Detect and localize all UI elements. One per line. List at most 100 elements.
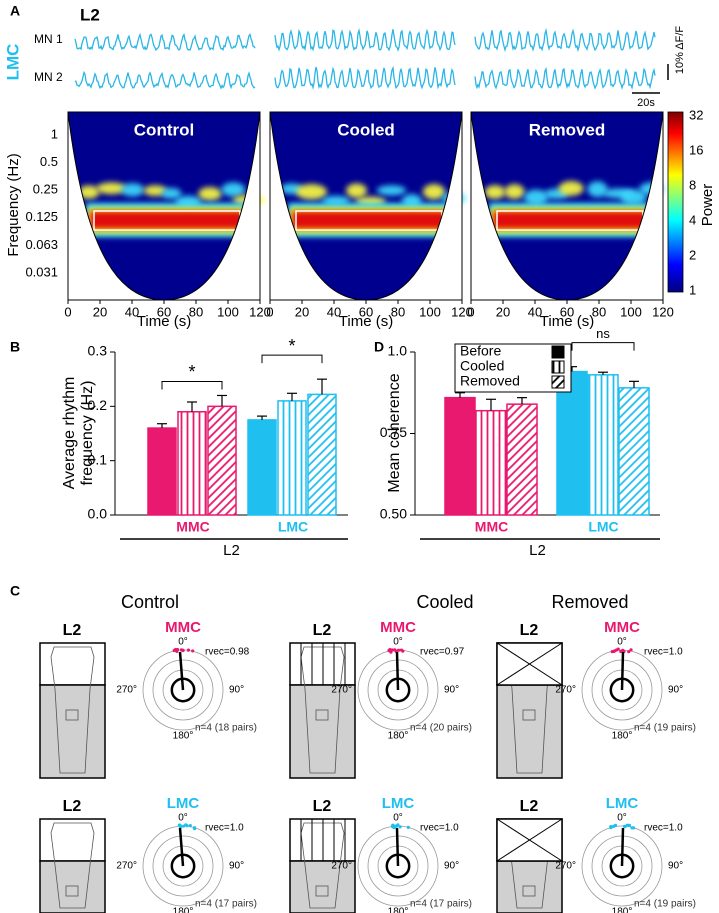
spectrogram-blob (295, 184, 328, 200)
n-label: n=4 (18 pairs) (195, 723, 257, 734)
x-tick-label: 60 (359, 304, 373, 319)
category-label: LMC (278, 519, 308, 535)
region-label: L2 (520, 798, 539, 815)
n-label: n=4 (19 pairs) (634, 899, 696, 910)
phase-dot (393, 648, 397, 652)
angle-label: 270° (331, 685, 352, 696)
region-label: L2 (63, 798, 82, 815)
phase-dot (390, 648, 394, 652)
y-tick-label: 0.3 (88, 343, 108, 359)
x-tick-label: 100 (217, 304, 239, 319)
significance-label: ns (596, 326, 610, 341)
legend-swatch (551, 375, 565, 389)
mean-vector (395, 827, 400, 867)
significance-label: * (188, 362, 195, 382)
significance-bracket (161, 380, 223, 390)
spectrogram-blob (78, 185, 100, 200)
column-title: Control (121, 592, 179, 612)
rvec-label: rvec=1.0 (644, 647, 683, 658)
x-tick-label: 40 (528, 304, 542, 319)
polar-ring (581, 825, 663, 907)
colorbar-label: Power (699, 184, 716, 227)
phase-dot (399, 648, 404, 652)
phase-dot (406, 825, 410, 829)
trace-label: MN 1 (34, 32, 63, 46)
bar (506, 403, 538, 516)
spectrogram-title: Removed (529, 120, 606, 139)
spectrogram-blob (558, 181, 584, 196)
y-tick-label: 0.25 (33, 182, 58, 197)
phase-dot (623, 824, 627, 829)
spectrogram-blob (484, 185, 506, 200)
cord-outline (300, 822, 345, 909)
recording-site (315, 885, 329, 897)
x-tick-label: 120 (451, 304, 473, 319)
angle-label: 90° (229, 685, 244, 696)
removed-cross (496, 818, 563, 862)
significance-label: * (288, 336, 295, 356)
cord-caudal (39, 860, 106, 913)
angle-label: 180° (173, 907, 194, 913)
x-axis-label: Time (s) (339, 313, 393, 330)
category-label: LMC (588, 519, 618, 535)
y-tick-label: 0.5 (40, 154, 58, 169)
spectrogram-title: Cooled (337, 120, 395, 139)
phase-dot (631, 826, 636, 830)
cord-caudal (289, 684, 356, 779)
x-axis-label: L2 (529, 542, 546, 559)
bar (207, 405, 237, 516)
angle-label: 180° (173, 731, 194, 742)
panel-label: D (374, 339, 384, 355)
recording-site (65, 709, 79, 721)
spectrogram-band (90, 211, 244, 229)
mean-vector (178, 827, 185, 867)
spectrogram-blob (422, 183, 446, 200)
phase-dot (185, 824, 189, 828)
x-tick-label: 100 (620, 304, 642, 319)
phase-dot (613, 823, 618, 828)
phase-dot (188, 823, 192, 828)
legend-swatch (551, 345, 565, 359)
angle-label: 270° (116, 861, 137, 872)
y-tick-label: 0.75 (380, 424, 407, 440)
phase-dot (610, 650, 614, 654)
x-tick-label: 20 (295, 304, 309, 319)
cord-rostral (39, 818, 106, 862)
cord-caudal (496, 684, 563, 779)
x-tick-label: 40 (327, 304, 341, 319)
rvec-label: rvec=1.0 (644, 823, 683, 834)
group-label: MMC (165, 619, 201, 636)
recording-site (315, 709, 329, 721)
bar (277, 400, 307, 516)
y-tick-label: 0.063 (25, 237, 58, 252)
angle-label: 180° (612, 907, 633, 913)
phase-dot (191, 649, 195, 653)
y-tick-label: 0.031 (25, 264, 58, 279)
angle-label: 90° (444, 861, 459, 872)
polar-ring (152, 659, 214, 721)
bar (307, 393, 337, 516)
colorbar-tick-label: 8 (689, 177, 696, 192)
y-tick-label: 1 (51, 126, 58, 141)
phase-dot (627, 650, 631, 654)
x-tick-label: 40 (125, 304, 139, 319)
cord-outline (50, 822, 95, 909)
spectrogram-blob (523, 189, 549, 206)
phase-dot (613, 649, 617, 653)
x-tick-label: 0 (64, 304, 71, 319)
region-label: L2 (520, 622, 539, 639)
angle-label: 180° (388, 731, 409, 742)
phase-dot (391, 823, 395, 827)
polar-ring (162, 669, 204, 711)
group-label: MMC (380, 619, 416, 636)
angle-label: 270° (555, 685, 576, 696)
region-label: L2 (313, 798, 332, 815)
phase-dot (398, 825, 402, 829)
spectrogram-blob (96, 182, 127, 195)
phase-dot (186, 648, 191, 652)
x-tick-label: 20 (93, 304, 107, 319)
angle-label: 90° (444, 685, 459, 696)
mean-vector (620, 651, 625, 691)
panel-label: B (10, 339, 20, 355)
